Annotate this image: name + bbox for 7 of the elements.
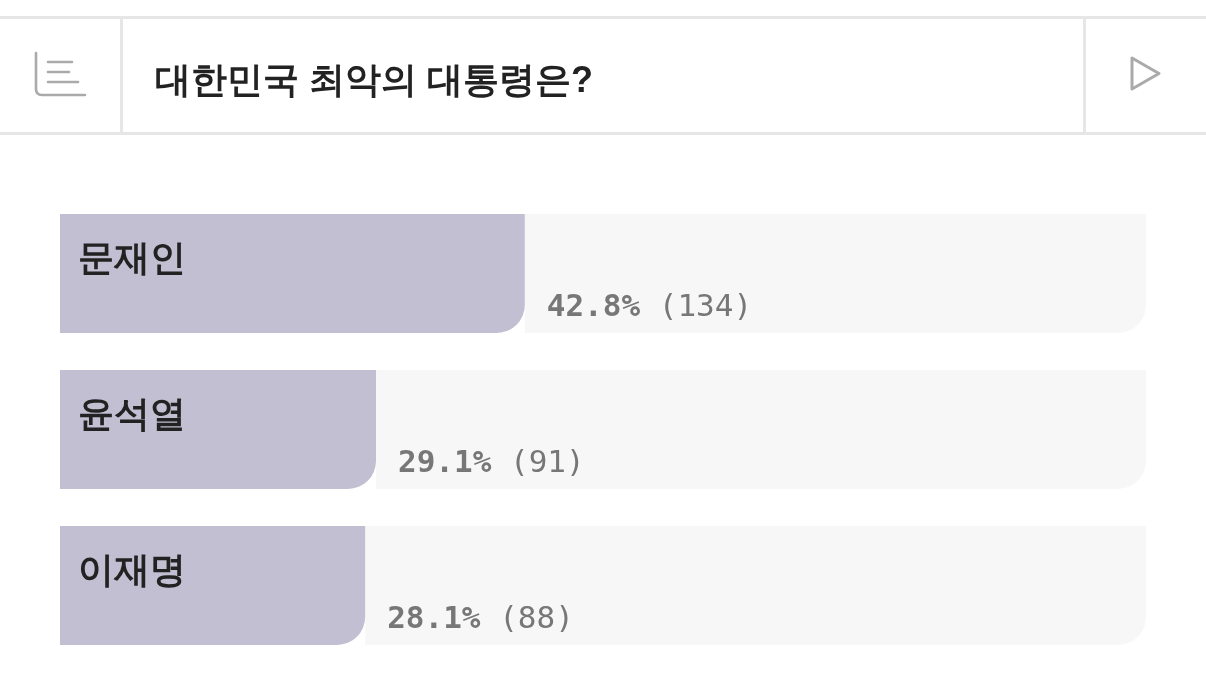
value-label: 28.1% (88) — [387, 599, 574, 635]
category-label: 이재명 — [78, 549, 186, 590]
category-label: 문재인 — [78, 237, 186, 278]
title: 대한민국 최악의 대통령은? — [155, 59, 593, 100]
category-label: 윤석열 — [78, 393, 186, 434]
value-label: 29.1% (91) — [398, 443, 585, 479]
value-label: 42.8% (134) — [546, 287, 753, 323]
